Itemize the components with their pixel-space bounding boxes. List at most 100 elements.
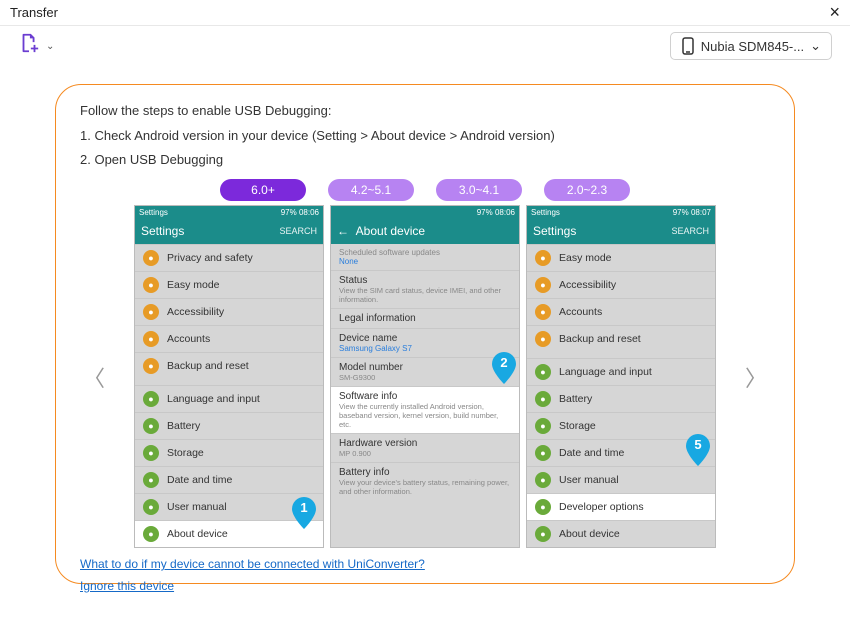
list-item: ● Accessibility (135, 298, 323, 325)
setting-icon: ● (143, 445, 159, 461)
info-item: Legal information (331, 308, 519, 328)
setting-icon: ● (143, 391, 159, 407)
setting-label: Language and input (559, 366, 652, 378)
instruction-heading: Follow the steps to enable USB Debugging… (80, 99, 770, 124)
list-item: ● Accounts (135, 325, 323, 352)
setting-label: Accessibility (167, 306, 224, 318)
list-item: ● Developer options (527, 493, 715, 520)
setting-icon: ● (535, 391, 551, 407)
search-label: SEARCH (279, 226, 317, 236)
instruction-step-1: 1. Check Android version in your device … (80, 124, 770, 149)
setting-icon: ● (143, 418, 159, 434)
step-badge-5: 5 (685, 434, 711, 466)
list-item: ● About device (527, 520, 715, 547)
info-item: Hardware versionMP 0.900 (331, 433, 519, 462)
prev-arrow[interactable]: 〈 (80, 361, 108, 393)
list-item: ● Date and time (135, 466, 323, 493)
add-dropdown-chevron[interactable]: ⌄ (46, 41, 54, 52)
setting-icon: ● (535, 526, 551, 542)
setting-label: Privacy and safety (167, 252, 253, 264)
chevron-down-icon: ⌄ (810, 38, 821, 54)
phone-screenshot-3: Settings 97% 08:07 Settings SEARCH ● Easy m… (526, 205, 716, 548)
about-title: About device (356, 224, 425, 238)
setting-icon: ● (535, 364, 551, 380)
status-right: 97% 08:06 (477, 208, 515, 217)
setting-icon: ● (535, 250, 551, 266)
setting-label: Storage (559, 420, 596, 432)
setting-label: Developer options (559, 501, 644, 513)
instruction-panel: Follow the steps to enable USB Debugging… (55, 84, 795, 584)
setting-icon: ● (535, 445, 551, 461)
list-item: ● Battery (527, 385, 715, 412)
step-badge-2: 2 (491, 352, 517, 384)
device-selector[interactable]: Nubia SDM845-... ⌄ (670, 32, 832, 60)
setting-icon: ● (143, 499, 159, 515)
list-item: ●Battery (135, 412, 323, 439)
setting-label: Date and time (559, 447, 624, 459)
setting-label: Accounts (167, 333, 210, 345)
list-item: ● Storage (135, 439, 323, 466)
status-left: Settings (139, 208, 168, 217)
version-tab-0[interactable]: 6.0+ (220, 179, 306, 201)
version-tab-1[interactable]: 4.2~5.1 (328, 179, 414, 201)
list-item: ● Easy mode (527, 244, 715, 271)
search-label: SEARCH (671, 226, 709, 236)
window-title: Transfer (10, 5, 58, 20)
setting-icon: ● (143, 472, 159, 488)
phone-screenshot-1: Settings 97% 08:06 Settings SEARCH ● Privac… (134, 205, 324, 548)
list-item: ● Language and input (527, 358, 715, 385)
list-item: ●Accounts (527, 298, 715, 325)
list-item: ● Accessibility (527, 271, 715, 298)
step-badge-1: 1 (291, 497, 317, 529)
version-tab-3[interactable]: 2.0~2.3 (544, 179, 630, 201)
setting-label: Accounts (559, 306, 602, 318)
setting-icon: ● (143, 331, 159, 347)
list-item: ● Language and input (135, 385, 323, 412)
setting-icon: ● (143, 277, 159, 293)
instruction-step-2: 2. Open USB Debugging (80, 148, 770, 173)
setting-icon: ● (535, 472, 551, 488)
list-item: ● Privacy and safety (135, 244, 323, 271)
setting-label: Language and input (167, 393, 260, 405)
setting-label: Accessibility (559, 279, 616, 291)
status-left: Settings (531, 208, 560, 217)
next-arrow[interactable]: 〉 (742, 361, 770, 393)
setting-label: About device (559, 528, 620, 540)
list-item: ● Backup and reset (527, 325, 715, 352)
info-item: Battery infoView your device's battery s… (331, 462, 519, 500)
device-label: Nubia SDM845-... (701, 39, 804, 54)
setting-label: Backup and reset (559, 333, 641, 345)
list-item: ● Easy mode (135, 271, 323, 298)
info-item: StatusView the SIM card status, device I… (331, 270, 519, 308)
setting-label: Date and time (167, 474, 232, 486)
setting-icon: ● (143, 304, 159, 320)
setting-icon: ● (143, 358, 159, 374)
setting-icon: ● (535, 499, 551, 515)
ignore-device-link[interactable]: Ignore this device (80, 576, 770, 598)
help-link[interactable]: What to do if my device cannot be connec… (80, 554, 770, 576)
setting-icon: ● (535, 331, 551, 347)
setting-label: Easy mode (167, 279, 220, 291)
setting-icon: ● (535, 277, 551, 293)
list-item: ● User manual (527, 466, 715, 493)
setting-label: User manual (559, 474, 619, 486)
add-file-icon[interactable] (18, 32, 40, 60)
close-icon[interactable]: × (829, 2, 840, 23)
app-title: Settings (141, 224, 184, 238)
list-item: ● Backup and reset (135, 352, 323, 379)
version-tab-2[interactable]: 3.0~4.1 (436, 179, 522, 201)
app-title: Settings (533, 224, 576, 238)
setting-icon: ● (535, 418, 551, 434)
status-right: 97% 08:07 (673, 208, 711, 217)
phone-icon (681, 37, 695, 55)
setting-icon: ● (143, 526, 159, 542)
setting-label: Easy mode (559, 252, 612, 264)
setting-label: Storage (167, 447, 204, 459)
setting-label: About device (167, 528, 228, 540)
phone-screenshot-2: 97% 08:06 ← About device Scheduled softw… (330, 205, 520, 548)
status-right: 97% 08:06 (281, 208, 319, 217)
setting-label: Battery (559, 393, 592, 405)
info-item: Software infoView the currently installe… (331, 386, 519, 433)
setting-icon: ● (143, 250, 159, 266)
setting-label: Backup and reset (167, 360, 249, 372)
